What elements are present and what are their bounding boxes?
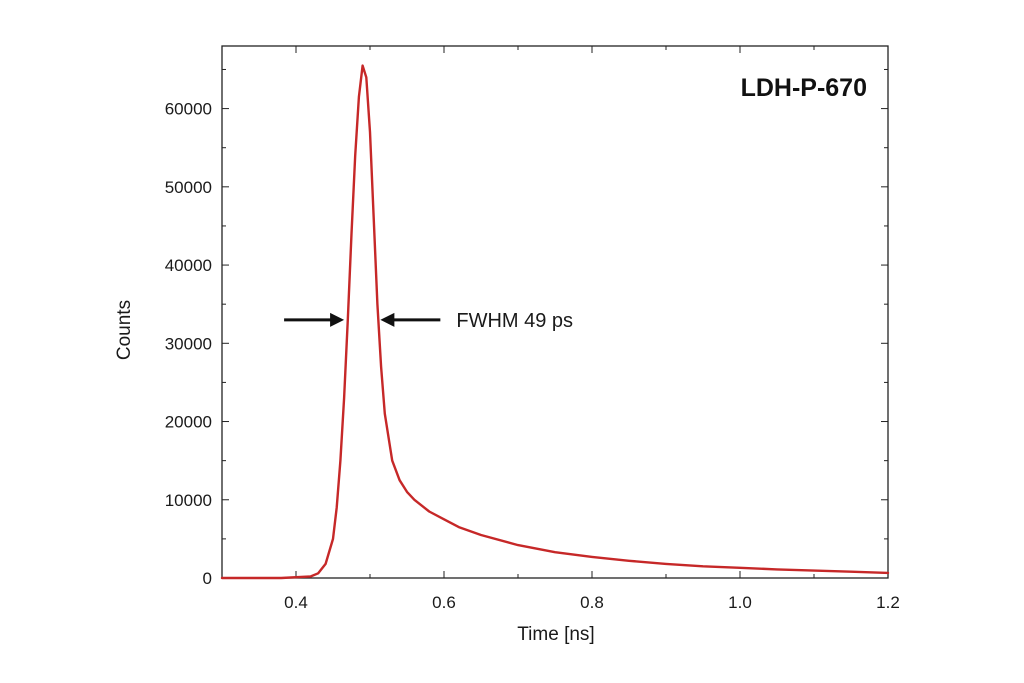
fwhm-right-arrowhead (380, 312, 395, 327)
y-tick-label: 10000 (165, 491, 212, 510)
y-tick-label: 40000 (165, 256, 212, 275)
y-tick-label: 60000 (165, 100, 212, 119)
x-tick-label: 1.2 (876, 593, 900, 612)
series-line-0 (220, 64, 890, 580)
x-tick-label: 0.4 (284, 593, 308, 612)
x-tick-label: 0.6 (432, 593, 456, 612)
fwhm-label: FWHM 49 ps (456, 310, 573, 332)
chart-title: LDH-P-670 (741, 74, 867, 102)
plot-frame (221, 45, 889, 579)
y-tick-label: 20000 (165, 413, 212, 432)
y-tick-label: 50000 (165, 178, 212, 197)
y-tick-label: 30000 (165, 334, 212, 353)
y-axis-label: Counts (114, 300, 135, 360)
y-tick-label: 0 (203, 569, 212, 588)
x-axis-label: Time [ns] (517, 624, 594, 645)
x-tick-label: 0.8 (580, 593, 604, 612)
fwhm-left-arrowhead (330, 312, 345, 327)
x-tick-label: 1.0 (728, 593, 752, 612)
